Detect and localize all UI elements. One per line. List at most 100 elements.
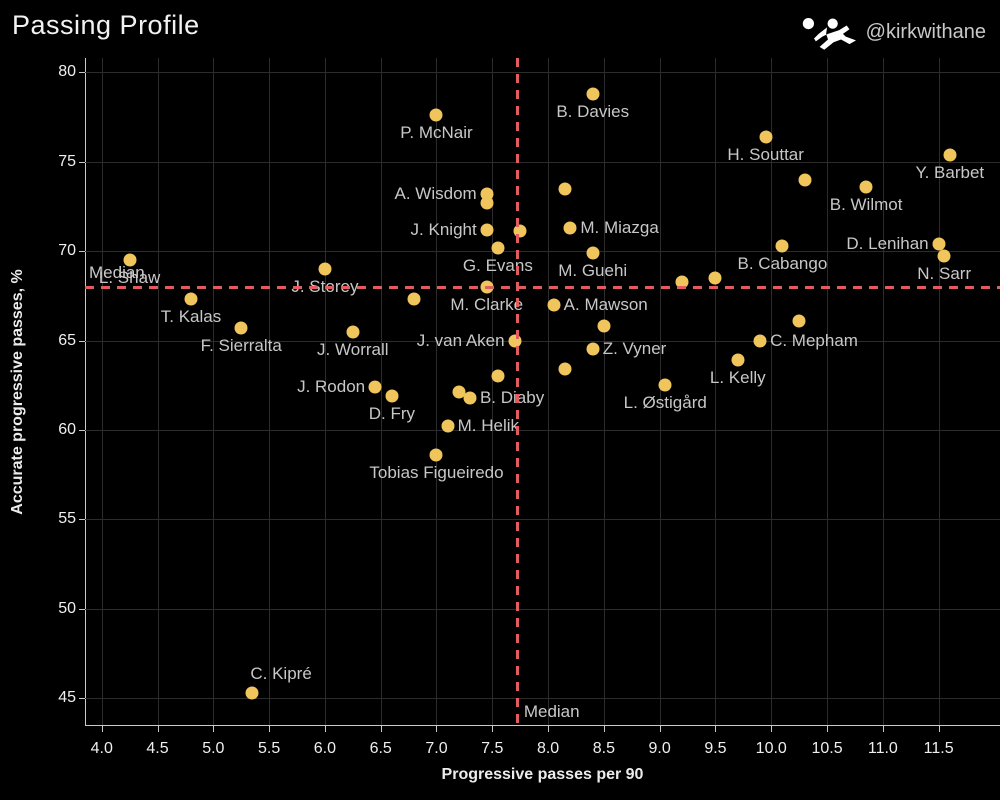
y-tick-label: 70 (58, 242, 76, 260)
x-gridline (548, 58, 550, 725)
y-tick-mark (79, 608, 85, 610)
data-point[interactable] (234, 321, 248, 335)
x-tick-mark (882, 726, 884, 732)
x-tick-mark (938, 726, 940, 732)
data-point[interactable] (480, 196, 494, 210)
x-tick-label: 6.0 (313, 740, 337, 757)
data-point[interactable] (937, 249, 951, 263)
data-point[interactable] (508, 334, 522, 348)
data-point[interactable] (547, 298, 561, 312)
data-point[interactable] (368, 380, 382, 394)
point-label: P. McNair (400, 123, 473, 143)
x-tick-label: 8.5 (592, 740, 615, 757)
data-point[interactable] (775, 239, 789, 253)
x-gridline (938, 58, 940, 725)
y-tick-mark (79, 340, 85, 342)
y-gridline (85, 251, 1000, 253)
x-tick-mark (157, 726, 159, 732)
data-point[interactable] (731, 353, 745, 367)
data-point[interactable] (759, 130, 773, 144)
data-point[interactable] (318, 262, 332, 276)
y-gridline (85, 72, 1000, 74)
x-gridline (269, 58, 271, 725)
data-point[interactable] (491, 241, 505, 255)
point-label: B. Cabango (737, 253, 828, 273)
y-tick-mark (79, 72, 85, 74)
data-point[interactable] (675, 275, 689, 289)
x-tick-label: 9.5 (704, 740, 727, 757)
data-point[interactable] (429, 448, 443, 462)
y-gridline (85, 608, 1000, 610)
x-gridline (771, 58, 773, 725)
point-label: T. Kalas (160, 307, 222, 327)
point-label: H. Souttar (727, 144, 804, 164)
data-point[interactable] (441, 419, 455, 433)
point-label: M. Miazga (580, 217, 659, 237)
x-tick-label: 4.5 (146, 740, 169, 757)
data-point[interactable] (563, 221, 577, 235)
point-label: B. Diaby (479, 387, 545, 407)
data-point[interactable] (586, 342, 600, 356)
data-point[interactable] (586, 246, 600, 260)
brand: @kirkwithane (800, 10, 986, 54)
x-tick-mark (492, 726, 494, 732)
x-axis-line (85, 725, 1000, 726)
x-tick-label: 9.0 (648, 740, 671, 757)
x-tick-label: 4.0 (90, 740, 113, 757)
x-gridline (882, 58, 884, 725)
data-point[interactable] (708, 271, 722, 285)
data-point[interactable] (480, 223, 494, 237)
data-point[interactable] (385, 389, 399, 403)
x-tick-label: 6.5 (369, 740, 392, 757)
x-tick-label: 5.5 (257, 740, 281, 757)
point-label: B. Wilmot (829, 194, 903, 214)
x-tick-label: 11.5 (923, 740, 954, 757)
x-tick-label: 8.0 (536, 740, 560, 757)
point-label: F. Sierralta (200, 336, 282, 356)
point-label: Z. Vyner (602, 339, 667, 359)
point-label: N. Sarr (917, 264, 972, 284)
data-point[interactable] (798, 173, 812, 187)
y-axis-line (85, 58, 86, 726)
point-label: C. Mepham (770, 330, 858, 350)
data-point[interactable] (658, 378, 672, 392)
data-point[interactable] (184, 292, 198, 306)
data-point[interactable] (597, 319, 611, 333)
data-point[interactable] (245, 686, 259, 700)
y-gridline (85, 340, 1000, 342)
x-tick-mark (436, 726, 438, 732)
x-tick-mark (269, 726, 271, 732)
x-tick-mark (213, 726, 215, 732)
point-label: J. van Aken (416, 330, 505, 350)
x-tick-mark (548, 726, 550, 732)
data-point[interactable] (753, 334, 767, 348)
x-gridline (101, 58, 103, 725)
data-point[interactable] (558, 362, 572, 376)
data-point[interactable] (859, 180, 873, 194)
data-point[interactable] (932, 237, 946, 251)
data-point[interactable] (463, 391, 477, 405)
median-line-vertical (515, 58, 519, 725)
y-tick-mark (79, 519, 85, 521)
x-gridline (492, 58, 494, 725)
data-point[interactable] (943, 148, 957, 162)
x-gridline (827, 58, 829, 725)
data-point[interactable] (491, 369, 505, 383)
median-line-horizontal (85, 285, 1000, 289)
x-gridline (380, 58, 382, 725)
point-label: M. Guehi (558, 260, 628, 280)
y-tick-label: 45 (58, 689, 76, 707)
data-point[interactable] (407, 292, 421, 306)
point-label: L. Shaw (98, 268, 161, 288)
data-point[interactable] (558, 182, 572, 196)
data-point[interactable] (452, 385, 466, 399)
data-point[interactable] (586, 87, 600, 101)
x-tick-mark (771, 726, 773, 732)
point-label: A. Wisdom (394, 183, 477, 203)
data-point[interactable] (792, 314, 806, 328)
y-tick-label: 75 (58, 152, 76, 170)
data-point[interactable] (429, 108, 443, 122)
data-point[interactable] (123, 253, 137, 267)
data-point[interactable] (346, 325, 360, 339)
x-tick-mark (101, 726, 103, 732)
